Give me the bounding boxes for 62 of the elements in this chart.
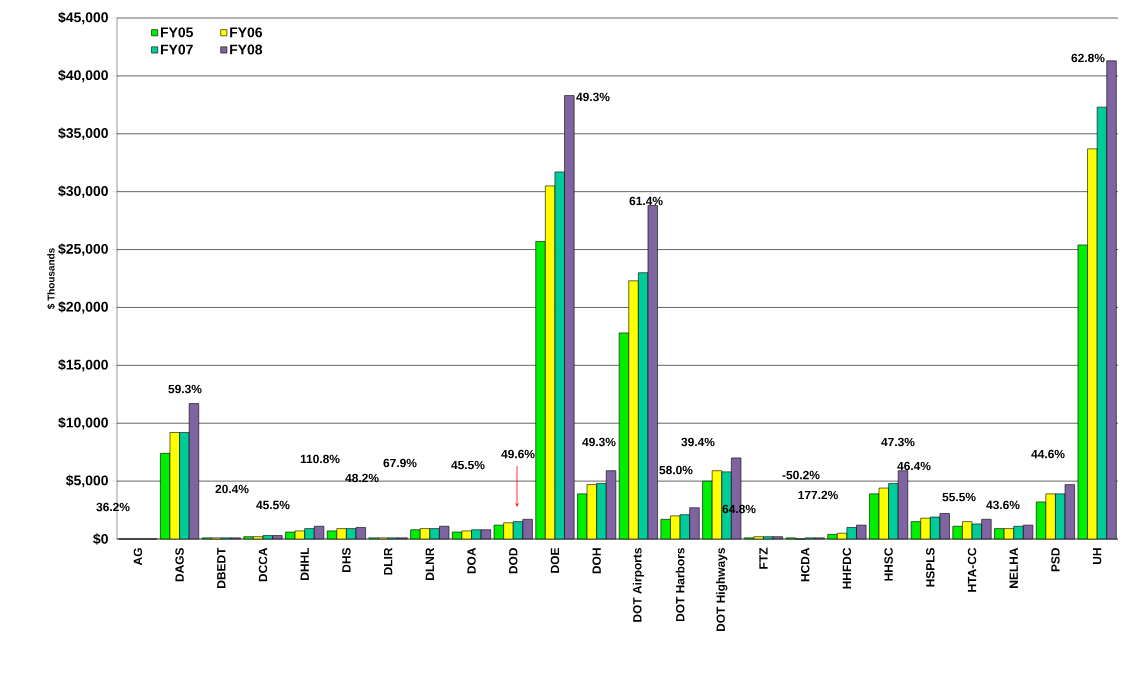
- x-tick-label: AG: [133, 548, 143, 566]
- x-tick-label: DOT Harbors: [675, 548, 685, 622]
- x-tick-label: HHFDC: [842, 547, 852, 589]
- legend-label: FY06: [230, 27, 263, 38]
- x-tick-label: FTZ: [759, 547, 768, 569]
- x-tick-label: DOT Highways: [716, 548, 728, 632]
- y-tick-label: $15,000: [58, 359, 108, 372]
- x-tick-label: HCDA: [800, 547, 810, 582]
- y-axis-title: $ Thousands: [47, 248, 56, 310]
- annotation: 44.6%: [1031, 449, 1065, 459]
- legend-label: FY07: [160, 44, 193, 55]
- annotation: 39.4%: [681, 437, 715, 447]
- annotation: 49.6%: [501, 449, 535, 459]
- x-tick-label: DCCA: [258, 547, 268, 582]
- x-tick-label: DLNR: [425, 547, 434, 580]
- x-tick-label: DHHL: [300, 547, 309, 580]
- annotation: 36.2%: [96, 502, 130, 512]
- legend-label: FY05: [160, 27, 194, 38]
- annotation: 49.3%: [576, 92, 610, 102]
- annotation: 45.5%: [451, 460, 485, 470]
- annotation: 62.8%: [1071, 53, 1105, 63]
- x-tick-label: HSPLS: [926, 548, 935, 587]
- annotation: 48.2%: [345, 473, 379, 483]
- annotation: 46.4%: [897, 461, 931, 471]
- x-tick-label: HHSC: [884, 547, 893, 581]
- y-tick-label: $25,000: [58, 243, 108, 256]
- annotation: 67.9%: [383, 458, 417, 468]
- annotation: 55.5%: [942, 492, 976, 502]
- x-tick-label: NELHA: [1009, 547, 1018, 588]
- annotation: 49.3%: [582, 437, 616, 447]
- annotation: 177.2%: [798, 490, 838, 500]
- legend-label: FY08: [230, 44, 263, 55]
- x-tick-label: PSD: [1051, 548, 1060, 572]
- x-tick-label: DLIR: [384, 547, 393, 575]
- annotation: 61.4%: [629, 196, 663, 206]
- x-tick-label: DBEDT: [217, 547, 226, 588]
- annotation: 64.8%: [722, 504, 756, 514]
- x-tick-label: DOH: [592, 548, 601, 574]
- x-tick-label: DOT Airports: [632, 548, 644, 622]
- annotation: -50.2%: [782, 470, 820, 480]
- annotation: 20.4%: [215, 484, 249, 494]
- annotation: 58.0%: [659, 465, 693, 475]
- x-tick-label: DOA: [467, 547, 476, 574]
- x-tick-label: DHS: [342, 548, 351, 572]
- annotation: 45.5%: [256, 500, 290, 510]
- y-tick-label: $40,000: [58, 69, 108, 83]
- y-tick-label: $0: [93, 533, 108, 545]
- x-tick-label: HTA-CC: [967, 547, 977, 592]
- y-tick-label: $10,000: [58, 416, 108, 430]
- annotation: 110.8%: [300, 454, 340, 464]
- y-tick-label: $20,000: [58, 301, 108, 314]
- y-tick-label: $35,000: [58, 127, 108, 141]
- annotation: 47.3%: [881, 437, 915, 447]
- x-tick-label: UH: [1092, 548, 1102, 565]
- annotation: 59.3%: [168, 384, 202, 394]
- annotation: 43.6%: [986, 500, 1020, 510]
- y-tick-label: $5,000: [66, 474, 108, 488]
- x-tick-label: DAGS: [175, 548, 184, 582]
- y-tick-label: $30,000: [58, 185, 108, 198]
- x-tick-label: DOD: [509, 548, 518, 574]
- x-tick-label: DOE: [550, 548, 560, 573]
- y-tick-label: $45,000: [58, 11, 108, 25]
